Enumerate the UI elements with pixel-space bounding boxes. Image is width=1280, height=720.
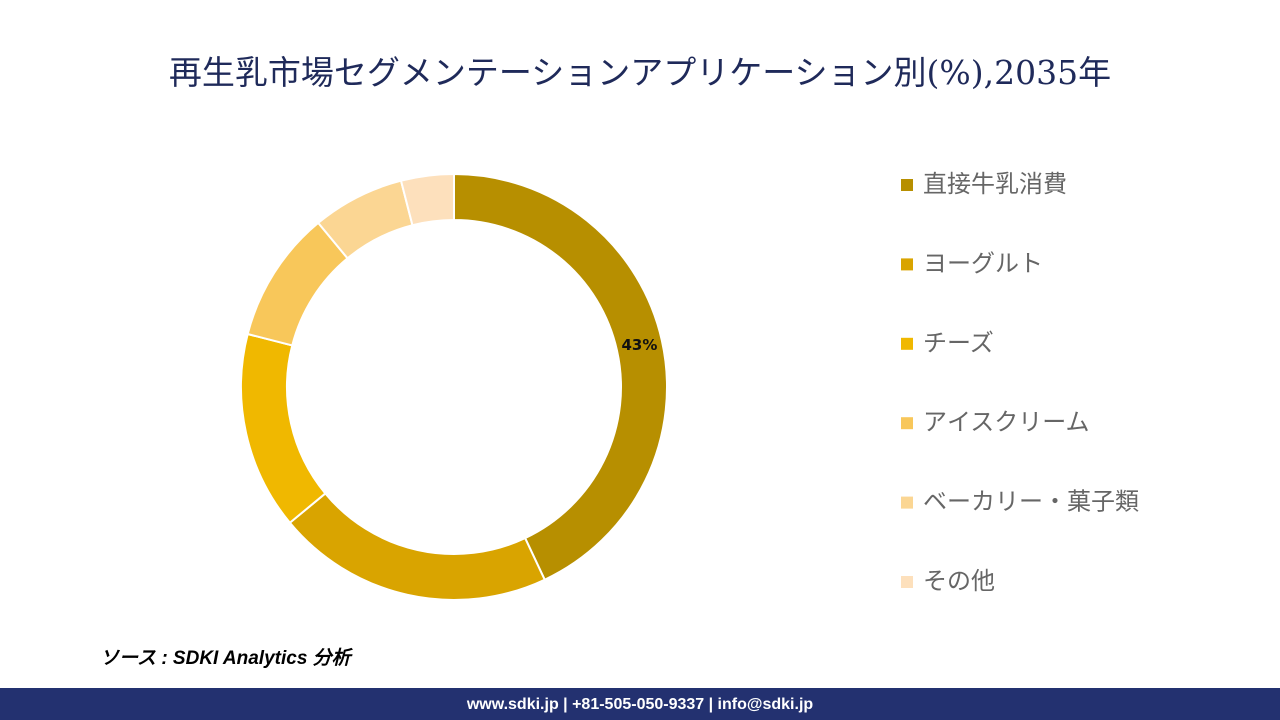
legend-swatch: [901, 576, 913, 588]
legend-label: ヨーグルト: [923, 249, 1043, 277]
donut: 43%: [240, 172, 668, 601]
donut-segment: [453, 172, 668, 582]
footer: www.sdki.jp | +81-505-050-9337 | info@sd…: [466, 696, 814, 713]
footer-bar: [0, 688, 1280, 720]
source: ソース : SDKI Analytics 分析: [100, 647, 354, 669]
legend-swatch: [901, 179, 913, 191]
legend-label: アイスクリーム: [923, 408, 1090, 436]
chart-title: 再生乳市場セグメンテーションアプリケーション別(%),2035年: [169, 53, 1111, 92]
legend-label: 直接牛乳消費: [923, 170, 1067, 198]
data-label: 43%: [621, 336, 657, 354]
donut-segment: [240, 332, 327, 525]
legend-swatch: [901, 258, 913, 271]
legend-label: その他: [923, 567, 995, 595]
legend-swatch: [901, 496, 913, 509]
legend-swatch: [901, 337, 913, 350]
legend-swatch: [901, 417, 913, 430]
legend-label: チーズ: [923, 329, 994, 357]
legend-label: ベーカリー・菓子類: [923, 488, 1139, 516]
donut-segment: [288, 492, 547, 601]
donut-segment: [399, 172, 455, 227]
